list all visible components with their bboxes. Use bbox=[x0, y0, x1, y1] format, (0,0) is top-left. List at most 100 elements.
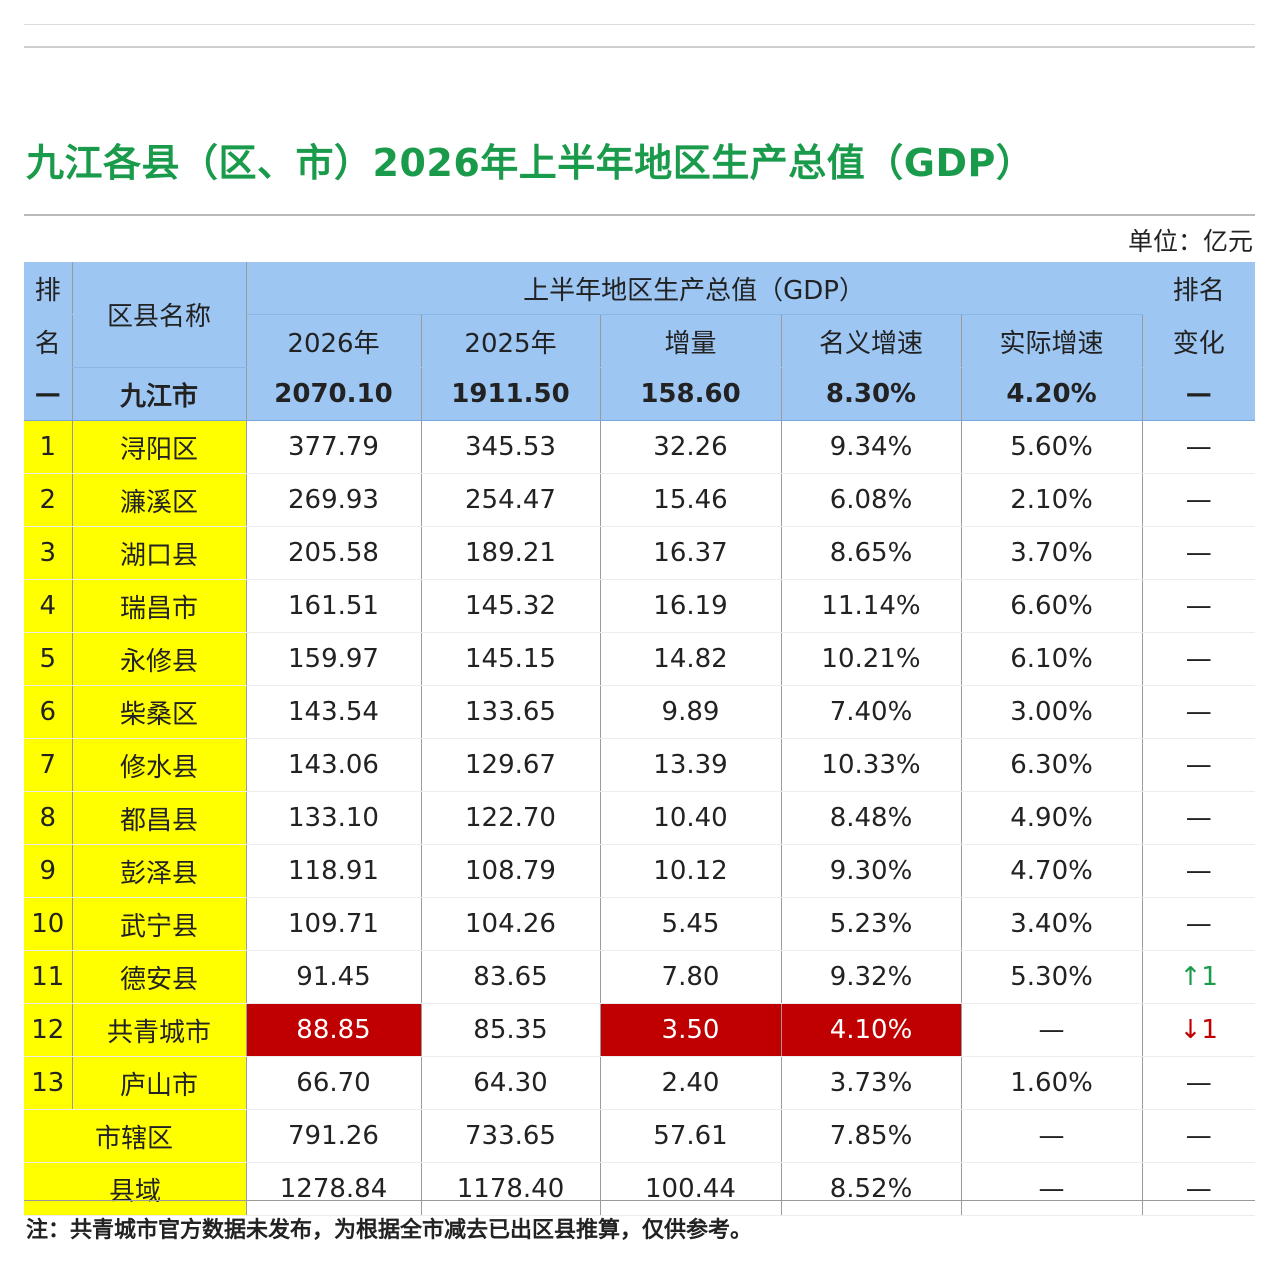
rank-change-cell: — bbox=[1142, 632, 1256, 686]
nominal-growth-cell: 5.23% bbox=[781, 897, 962, 951]
nominal-growth-cell: 10.33% bbox=[781, 738, 962, 792]
county-name-cell: 修水县 bbox=[72, 738, 247, 792]
header-rank-top: 排 bbox=[24, 262, 73, 315]
rank-cell: 11 bbox=[24, 950, 73, 1004]
increase-cell: 16.37 bbox=[600, 526, 782, 580]
real-growth-cell: 4.90% bbox=[961, 791, 1143, 845]
increase-cell: 14.82 bbox=[600, 632, 782, 686]
gdp-2026-cell: 161.51 bbox=[246, 579, 422, 633]
rank-change-cell: — bbox=[1142, 685, 1256, 739]
gdp-2026-cell: 66.70 bbox=[246, 1056, 422, 1110]
city-2025: 1911.50 bbox=[421, 367, 601, 421]
increase-cell: 2.40 bbox=[600, 1056, 782, 1110]
gdp-2025-cell: 129.67 bbox=[421, 738, 601, 792]
title-box: 九江各县（区、市）2026年上半年地区生产总值（GDP） bbox=[24, 46, 1255, 216]
county-name-cell: 都昌县 bbox=[72, 791, 247, 845]
real-growth-cell: 3.00% bbox=[961, 685, 1143, 739]
table-row: 7 修水县 143.06 129.67 13.39 10.33% 6.30% — bbox=[24, 738, 1256, 792]
nominal-growth-cell: 11.14% bbox=[781, 579, 962, 633]
city-2026: 2070.10 bbox=[246, 367, 422, 421]
rank-cell: 2 bbox=[24, 473, 73, 527]
increase-cell: 32.26 bbox=[600, 420, 782, 474]
bottom-divider bbox=[24, 1200, 1255, 1201]
rank-cell: 7 bbox=[24, 738, 73, 792]
rank-change-cell: — bbox=[1142, 420, 1256, 474]
real-growth-cell: 5.60% bbox=[961, 420, 1143, 474]
rank-change-cell: ↑1 bbox=[1142, 950, 1256, 1004]
summary-row: 市辖区 791.26 733.65 57.61 7.85% — — bbox=[24, 1109, 1256, 1163]
real-growth-cell: 4.70% bbox=[961, 844, 1143, 898]
gdp-2026-cell: 109.71 bbox=[246, 897, 422, 951]
real-growth-cell: 2.10% bbox=[961, 473, 1143, 527]
table-row: 10 武宁县 109.71 104.26 5.45 5.23% 3.40% — bbox=[24, 897, 1256, 951]
gdp-2025-cell: 108.79 bbox=[421, 844, 601, 898]
city-change: — bbox=[1142, 367, 1256, 421]
summary-v2025-cell: 733.65 bbox=[421, 1109, 601, 1163]
table-row: 8 都昌县 133.10 122.70 10.40 8.48% 4.90% — bbox=[24, 791, 1256, 845]
nominal-growth-cell: 3.73% bbox=[781, 1056, 962, 1110]
rank-change-cell: — bbox=[1142, 844, 1256, 898]
rank-change-cell: — bbox=[1142, 897, 1256, 951]
gdp-2026-cell: 269.93 bbox=[246, 473, 422, 527]
county-name-cell: 庐山市 bbox=[72, 1056, 247, 1110]
real-growth-cell: 6.30% bbox=[961, 738, 1143, 792]
rank-cell: 1 bbox=[24, 420, 73, 474]
rank-change-cell: — bbox=[1142, 526, 1256, 580]
summary-nominal-cell: 7.85% bbox=[781, 1109, 962, 1163]
header-row-2: 名 2026年 2025年 增量 名义增速 实际增速 变化 bbox=[24, 314, 1256, 368]
table-row: 1 浔阳区 377.79 345.53 32.26 9.34% 5.60% — bbox=[24, 420, 1256, 474]
county-name-cell: 浔阳区 bbox=[72, 420, 247, 474]
nominal-growth-cell: 10.21% bbox=[781, 632, 962, 686]
gdp-2025-cell: 145.15 bbox=[421, 632, 601, 686]
increase-cell: 9.89 bbox=[600, 685, 782, 739]
table-row: 4 瑞昌市 161.51 145.32 16.19 11.14% 6.60% — bbox=[24, 579, 1256, 633]
nominal-growth-cell: 9.30% bbox=[781, 844, 962, 898]
nominal-growth-cell: 8.48% bbox=[781, 791, 962, 845]
gdp-2025-cell: 83.65 bbox=[421, 950, 601, 1004]
real-growth-cell: 3.40% bbox=[961, 897, 1143, 951]
gdp-2026-cell: 143.06 bbox=[246, 738, 422, 792]
city-name: 九江市 bbox=[72, 367, 247, 421]
summary-change-cell: — bbox=[1142, 1109, 1256, 1163]
increase-cell: 7.80 bbox=[600, 950, 782, 1004]
table-row: 5 永修县 159.97 145.15 14.82 10.21% 6.10% — bbox=[24, 632, 1256, 686]
gdp-2025-cell: 122.70 bbox=[421, 791, 601, 845]
city-rank: — bbox=[24, 367, 73, 421]
county-name-cell: 德安县 bbox=[72, 950, 247, 1004]
rank-cell: 9 bbox=[24, 844, 73, 898]
county-name-cell: 武宁县 bbox=[72, 897, 247, 951]
rank-change-cell: — bbox=[1142, 579, 1256, 633]
increase-cell: 15.46 bbox=[600, 473, 782, 527]
header-rank-bottom: 名 bbox=[24, 314, 73, 368]
county-name-cell: 濂溪区 bbox=[72, 473, 247, 527]
gdp-2025-cell: 254.47 bbox=[421, 473, 601, 527]
city-total-row: — 九江市 2070.10 1911.50 158.60 8.30% 4.20%… bbox=[24, 367, 1256, 421]
gdp-2026-cell: 118.91 bbox=[246, 844, 422, 898]
real-growth-cell: 6.10% bbox=[961, 632, 1143, 686]
summary-row: 县域 1278.84 1178.40 100.44 8.52% — — bbox=[24, 1162, 1256, 1216]
gdp-2026-cell: 377.79 bbox=[246, 420, 422, 474]
increase-cell: 13.39 bbox=[600, 738, 782, 792]
header-2026: 2026年 bbox=[246, 314, 422, 368]
rank-cell: 10 bbox=[24, 897, 73, 951]
county-name-cell: 柴桑区 bbox=[72, 685, 247, 739]
county-name-cell: 彭泽县 bbox=[72, 844, 247, 898]
header-group: 上半年地区生产总值（GDP） bbox=[246, 262, 1143, 315]
gdp-2025-cell: 104.26 bbox=[421, 897, 601, 951]
rank-cell: 12 bbox=[24, 1003, 73, 1057]
rank-change-cell: — bbox=[1142, 791, 1256, 845]
rank-cell: 6 bbox=[24, 685, 73, 739]
table-row: 12 共青城市 88.85 85.35 3.50 4.10% — ↓1 bbox=[24, 1003, 1256, 1057]
nominal-growth-cell: 4.10% bbox=[781, 1003, 962, 1057]
page-title: 九江各县（区、市）2026年上半年地区生产总值（GDP） bbox=[26, 141, 1035, 185]
increase-cell: 16.19 bbox=[600, 579, 782, 633]
rank-change-cell: — bbox=[1142, 473, 1256, 527]
county-name-cell: 瑞昌市 bbox=[72, 579, 247, 633]
gdp-2026-cell: 91.45 bbox=[246, 950, 422, 1004]
rank-cell: 5 bbox=[24, 632, 73, 686]
city-nominal: 8.30% bbox=[781, 367, 962, 421]
table-row: 3 湖口县 205.58 189.21 16.37 8.65% 3.70% — bbox=[24, 526, 1256, 580]
header-increase: 增量 bbox=[600, 314, 782, 368]
increase-cell: 3.50 bbox=[600, 1003, 782, 1057]
gdp-2025-cell: 345.53 bbox=[421, 420, 601, 474]
